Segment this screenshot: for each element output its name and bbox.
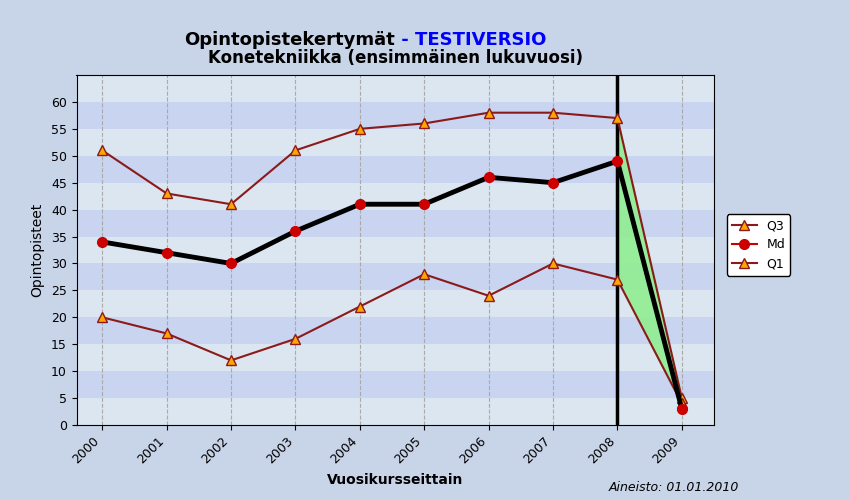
Q1 <box>612 276 622 282</box>
Q3 <box>162 190 172 196</box>
Md <box>548 180 558 186</box>
Q3 <box>677 395 687 401</box>
Q1 <box>226 358 236 364</box>
Md <box>162 250 172 256</box>
Bar <box>76 344 714 371</box>
Q1 <box>162 330 172 336</box>
Q1 <box>484 293 494 299</box>
Q1 <box>354 304 365 310</box>
Bar <box>76 318 714 344</box>
Q3 <box>291 148 301 154</box>
Y-axis label: Opintopisteet: Opintopisteet <box>30 203 44 297</box>
Bar <box>76 129 714 156</box>
Line: Md: Md <box>98 156 687 414</box>
Md <box>354 201 365 207</box>
Q1 <box>291 336 301 342</box>
Md <box>226 260 236 266</box>
Q3 <box>548 110 558 116</box>
Legend: Q3, Md, Q1: Q3, Md, Q1 <box>727 214 790 276</box>
Q3 <box>97 148 107 154</box>
Md <box>484 174 494 180</box>
Bar <box>76 290 714 318</box>
Q3 <box>484 110 494 116</box>
Md <box>97 239 107 245</box>
Q3 <box>419 120 429 126</box>
Text: Opintopistekertymät: Opintopistekertymät <box>184 31 395 49</box>
Md <box>291 228 301 234</box>
Line: Q1: Q1 <box>98 258 687 408</box>
Line: Q3: Q3 <box>98 108 687 403</box>
Text: Konetekniikka (ensimmäinen lukuvuosi): Konetekniikka (ensimmäinen lukuvuosi) <box>207 50 583 68</box>
Bar <box>76 398 714 425</box>
Q1 <box>97 314 107 320</box>
Q3 <box>354 126 365 132</box>
Bar <box>76 210 714 236</box>
Q1 <box>677 400 687 406</box>
Q1 <box>548 260 558 266</box>
Bar <box>76 102 714 129</box>
Bar <box>76 264 714 290</box>
Text: Aineisto: 01.01.2010: Aineisto: 01.01.2010 <box>609 481 740 494</box>
Bar <box>76 156 714 182</box>
Md <box>612 158 622 164</box>
Bar <box>76 236 714 264</box>
Bar <box>76 182 714 210</box>
Md <box>419 201 429 207</box>
Text: - TESTIVERSIO: - TESTIVERSIO <box>395 31 547 49</box>
X-axis label: Vuosikursseittain: Vuosikursseittain <box>327 474 463 488</box>
Md <box>677 406 687 412</box>
Q3 <box>612 115 622 121</box>
Q3 <box>226 201 236 207</box>
Bar <box>76 371 714 398</box>
Q1 <box>419 271 429 277</box>
